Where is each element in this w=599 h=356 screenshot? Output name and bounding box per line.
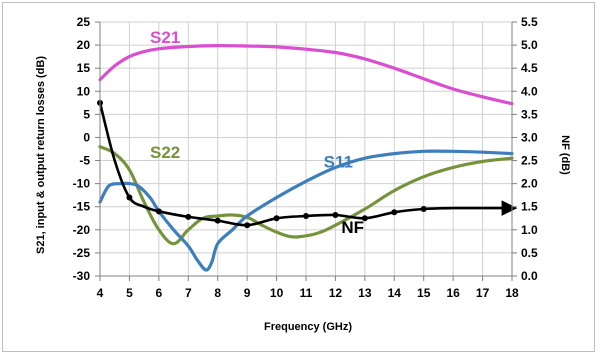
x-tick-label: 10 bbox=[270, 286, 284, 300]
y-right-tick-label: 2.5 bbox=[521, 154, 538, 168]
y-right-tick-label: 3.0 bbox=[521, 130, 538, 144]
y-left-tick-label: 15 bbox=[77, 61, 91, 75]
x-axis-title: Frequency (GHz) bbox=[264, 321, 352, 333]
y-right-tick-label: 2.0 bbox=[521, 177, 538, 191]
x-tick-label: 13 bbox=[358, 286, 372, 300]
y-right-tick-label: 3.5 bbox=[521, 107, 538, 121]
x-tick-label: 5 bbox=[126, 286, 133, 300]
y-left-axis-title: S21, input & output return losses (dB) bbox=[35, 56, 47, 254]
series-point-nf bbox=[420, 206, 427, 213]
y-left-tick-label: -30 bbox=[73, 269, 91, 283]
annotation-s21: S21 bbox=[150, 28, 180, 47]
x-tick-label: 4 bbox=[97, 286, 104, 300]
y-left-tick-label: -15 bbox=[73, 200, 91, 214]
x-tick-label: 11 bbox=[300, 286, 313, 300]
series-point-nf bbox=[214, 217, 221, 224]
series-line-s21 bbox=[98, 43, 514, 106]
series-point-nf bbox=[332, 212, 339, 219]
annotation-nf: NF bbox=[341, 218, 364, 237]
annotation-s11: S11 bbox=[324, 152, 353, 171]
y-left-tick-label: -10 bbox=[73, 177, 91, 191]
y-left-tick-label: 25 bbox=[77, 15, 91, 29]
chart-frame bbox=[2, 2, 595, 352]
series-point-nf bbox=[273, 215, 280, 222]
x-tick-label: 9 bbox=[244, 286, 251, 300]
axis-layer: 25 20 15 10 5 0 -5 -10 -15 -20 -25 -30 5.5 5.0 4.5 4.0 3… bbox=[73, 15, 538, 300]
y-left-tick-label: 20 bbox=[77, 38, 91, 52]
x-tick-label: 14 bbox=[388, 286, 402, 300]
y-right-tick-label: 4.5 bbox=[521, 61, 538, 75]
y-right-tick-label: 5.5 bbox=[521, 15, 538, 29]
annotation-s22: S22 bbox=[150, 143, 180, 162]
x-tick-label: 15 bbox=[417, 286, 431, 300]
gridlines bbox=[99, 21, 513, 277]
y-right-tick-label: 4.0 bbox=[521, 84, 538, 98]
series-point-nf bbox=[391, 209, 398, 216]
y-left-tick-label: 10 bbox=[77, 84, 91, 98]
x-tick-label: 17 bbox=[476, 286, 490, 300]
series-line-s11 bbox=[98, 149, 514, 272]
y-left-tick-label: -5 bbox=[79, 154, 90, 168]
y-left-tick-label: -25 bbox=[73, 246, 91, 260]
series-point-nf bbox=[244, 222, 251, 229]
series-point-nf bbox=[303, 212, 309, 219]
y-right-tick-label: 1.0 bbox=[521, 223, 538, 237]
y-right-axis-title: NF (dB) bbox=[559, 135, 571, 175]
y-right-tick-label: 0.0 bbox=[521, 269, 538, 283]
y-right-tick-label: 1.5 bbox=[521, 200, 538, 214]
series-line-s22 bbox=[98, 145, 514, 246]
y-right-tick-label: 5.0 bbox=[521, 38, 538, 52]
y-right-tick-label: 0.5 bbox=[521, 246, 538, 260]
series-point-nf bbox=[361, 215, 368, 222]
y-left-tick-label: 5 bbox=[83, 107, 90, 121]
y-left-tick-label: 0 bbox=[83, 130, 90, 144]
series-point-nf bbox=[155, 208, 162, 215]
annotation-layer: S21 S22 S11 NF bbox=[150, 28, 364, 237]
x-tick-label: 8 bbox=[214, 286, 221, 300]
series-point-nf bbox=[126, 194, 133, 201]
x-tick-label: 7 bbox=[185, 286, 192, 300]
x-tick-label: 6 bbox=[156, 286, 163, 300]
x-tick-label: 12 bbox=[329, 286, 343, 300]
x-tick-label: 18 bbox=[505, 286, 519, 300]
x-tick-label: 16 bbox=[446, 286, 460, 300]
series-layer bbox=[97, 43, 518, 272]
y-left-tick-label: -20 bbox=[73, 223, 91, 237]
series-point-nf bbox=[185, 213, 192, 220]
